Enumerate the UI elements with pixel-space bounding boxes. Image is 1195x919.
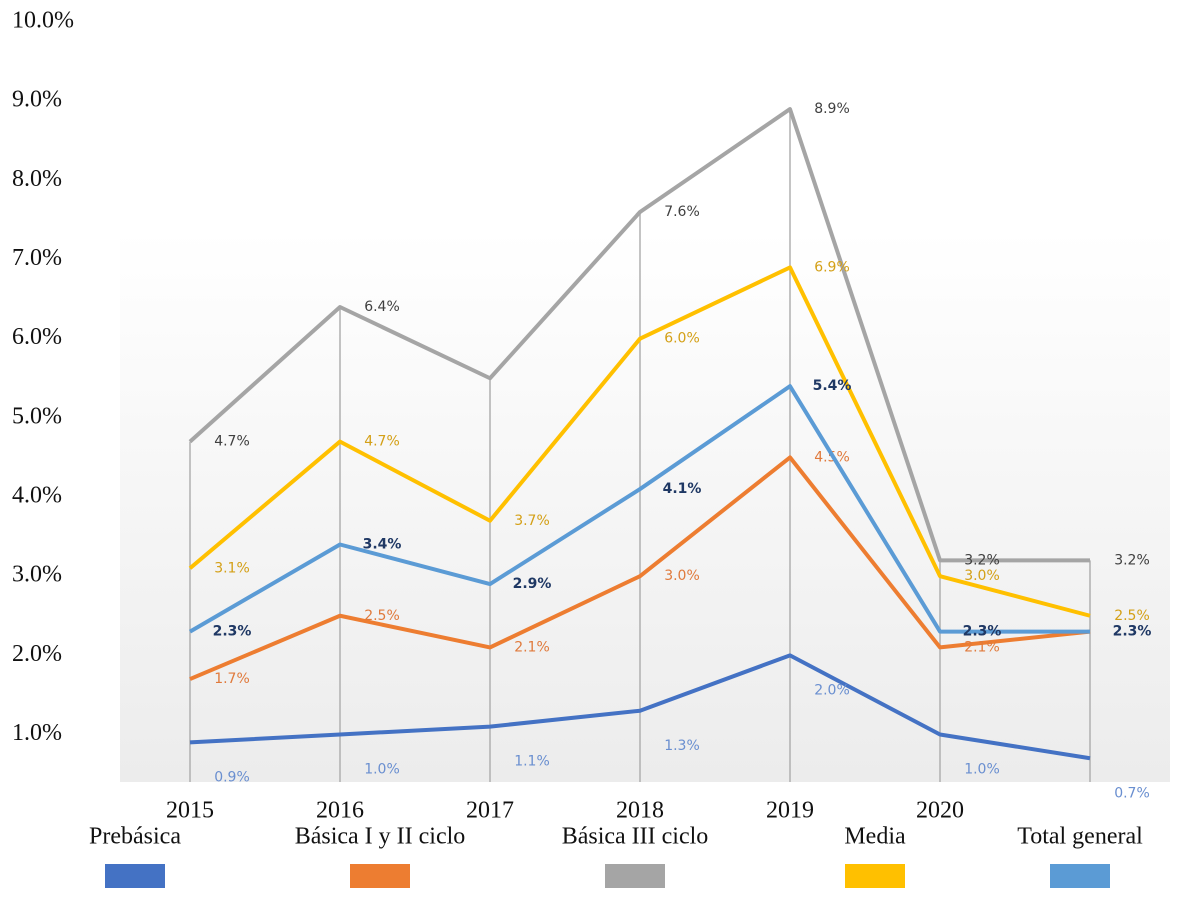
data-label: 4.7% [364, 434, 400, 450]
series-line [188, 107, 1090, 563]
data-label: 6.4% [364, 299, 400, 315]
legend-label: Prebásica [89, 824, 181, 850]
legend-label: Total general [1017, 824, 1143, 850]
y-tick-label: 4.0% [12, 483, 62, 509]
data-label: 3.0% [664, 568, 700, 584]
data-label: 2.5% [364, 608, 400, 624]
legend-swatch [105, 864, 165, 888]
data-label: 8.9% [814, 101, 850, 117]
data-label: 4.7% [214, 434, 250, 450]
data-label: 1.0% [964, 762, 1000, 778]
data-label: 3.4% [363, 537, 402, 553]
data-label: 2.3% [213, 624, 252, 640]
data-label: 2.3% [1113, 624, 1152, 640]
legend-swatch [350, 864, 410, 888]
legend-swatch [1050, 864, 1110, 888]
y-tick-label: 9.0% [12, 87, 62, 113]
legend-swatch [605, 864, 665, 888]
data-label: 2.9% [513, 576, 552, 592]
series-line [188, 265, 1091, 618]
data-label: 3.1% [214, 560, 250, 576]
data-label: 2.0% [814, 682, 850, 698]
legend-label: Básica III ciclo [562, 824, 709, 850]
data-label: 2.1% [964, 639, 1000, 655]
data-label: 2.3% [963, 624, 1002, 640]
data-label: 6.0% [664, 331, 700, 347]
y-tick-label: 7.0% [12, 245, 62, 271]
data-label: 4.1% [663, 481, 702, 497]
y-tick-label: 6.0% [12, 324, 62, 350]
data-label: 1.7% [214, 671, 250, 687]
data-label: 3.2% [1114, 552, 1150, 568]
data-label: 6.9% [814, 259, 850, 275]
series-line [188, 384, 1090, 634]
data-label: 3.0% [964, 568, 1000, 584]
y-tick-label: 8.0% [12, 166, 62, 192]
y-tick-label: 2.0% [12, 641, 62, 667]
y-tick-label: 5.0% [12, 403, 62, 429]
data-label: 2.5% [1114, 608, 1150, 624]
data-label: 2.1% [514, 639, 550, 655]
data-label: 1.1% [514, 754, 550, 770]
legend-swatch [845, 864, 905, 888]
y-tick-label: 1.0% [12, 720, 62, 746]
y-tick-label: 3.0% [12, 562, 62, 588]
data-label: 5.4% [813, 378, 852, 394]
plot-background [120, 230, 1170, 782]
series-line [189, 455, 1091, 681]
y-tick-label: 10.0% [12, 8, 74, 34]
data-label: 7.6% [664, 204, 700, 220]
x-tick-label: 2018 [616, 798, 664, 824]
data-label: 1.0% [364, 762, 400, 778]
data-label: 1.3% [664, 738, 700, 754]
data-label: 3.2% [964, 552, 1000, 568]
x-tick-label: 2015 [166, 798, 214, 824]
data-label: 0.7% [1114, 785, 1150, 801]
legend-label: Básica I y II ciclo [295, 824, 466, 850]
series-line [189, 653, 1091, 761]
data-label: 0.9% [214, 769, 250, 785]
x-tick-label: 2016 [316, 798, 364, 824]
legend-label: Media [844, 824, 906, 850]
x-tick-label: 2019 [766, 798, 814, 824]
x-tick-label: 2017 [466, 798, 514, 824]
x-tick-label: 2020 [916, 798, 964, 824]
data-label: 3.7% [514, 513, 550, 529]
